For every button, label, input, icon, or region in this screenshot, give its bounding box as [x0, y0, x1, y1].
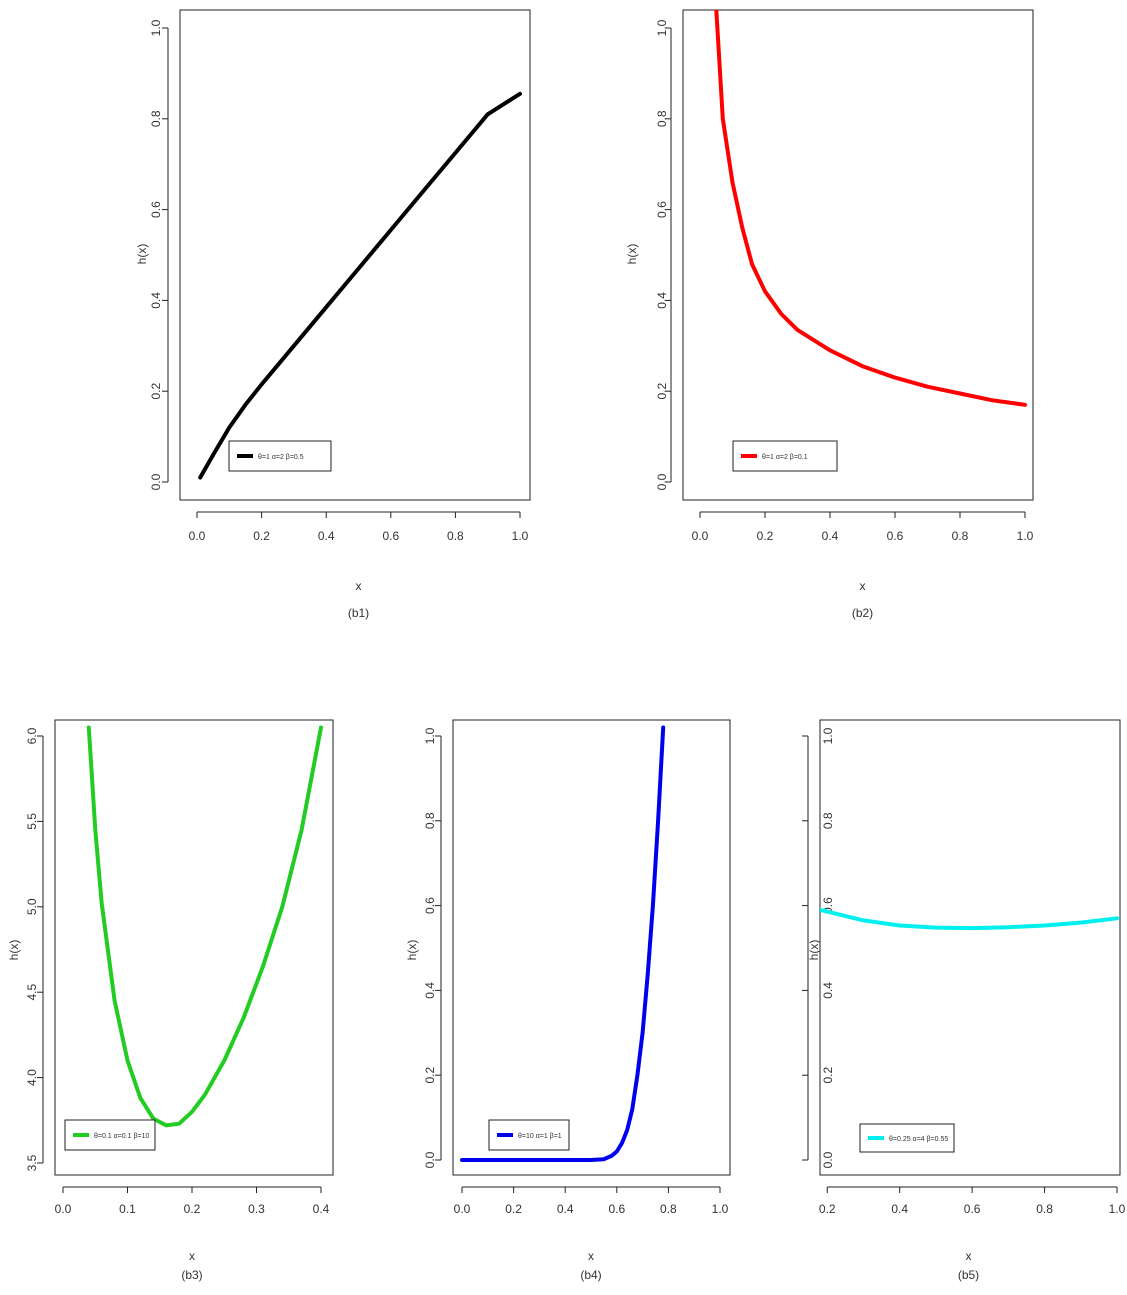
y-axis-title: h(x) [405, 940, 419, 961]
series-line [198, 91, 522, 480]
series-line [820, 907, 1119, 931]
y-axis-title: h(x) [625, 244, 639, 265]
x-tick-label: 0.0 [692, 529, 709, 543]
x-tick-label: 0.2 [184, 1202, 201, 1216]
x-tick-label: 0.2 [819, 1202, 836, 1216]
y-tick-label: 0.0 [821, 1151, 835, 1168]
plot-frame [819, 719, 1121, 1176]
y-tick-label: 0.0 [423, 1151, 437, 1168]
x-tick-label: 0.0 [454, 1202, 471, 1216]
y-tick-label: 1.0 [149, 19, 163, 36]
x-tick-label: 0.4 [557, 1202, 574, 1216]
x-tick-label: 1.0 [512, 529, 529, 543]
legend-label: θ=0.25 α=4 β=0.55 [889, 1136, 948, 1143]
y-tick-label: 0.4 [821, 982, 835, 999]
x-tick-label: 0.3 [248, 1202, 265, 1216]
x-tick-label: 0.2 [757, 529, 774, 543]
x-tick-label: 0.8 [952, 529, 969, 543]
series-line [460, 725, 666, 1162]
series-line [86, 725, 323, 1128]
chart-panel-b2: 0.0 0.2 0.4 0.6 0.8 1.0 0.0 0.2 0.4 0.6 0.8 1.0 x (b2… [625, 9, 1034, 620]
y-tick-label: 1.0 [821, 727, 835, 744]
y-tick-label: 5.0 [25, 898, 39, 915]
chart-panel-b5: 0.2 0.4 0.6 0.8 1.00.00.20.40.60.81.0x(b5)h(… [802, 719, 1126, 1282]
x-tick-label: 0.4 [318, 529, 335, 543]
y-tick-label: 0.8 [149, 110, 163, 127]
y-tick-label: 0.8 [821, 812, 835, 829]
legend-label: θ=1 α=2 β=0.5 [258, 454, 304, 461]
x-tick-label: 0.2 [253, 529, 270, 543]
y-tick-label: 0.6 [423, 897, 437, 914]
x-tick-label: 1.0 [1017, 529, 1034, 543]
chart-panel-b3: 0.0 0.1 0.2 0.3 0.4 3.5 4.0 4.5 5.0 5.5 6.0 x (b3) h(… [7, 719, 334, 1282]
legend-label: θ=0.1 α=0.1 β=10 [94, 1133, 149, 1140]
y-tick-label: 0.2 [149, 383, 163, 400]
x-axis-title: x [966, 1249, 972, 1263]
x-tick-label: 0.8 [447, 529, 464, 543]
legend-label: θ=1 α=2 β=0.1 [762, 454, 808, 461]
x-tick-label: 0.0 [55, 1202, 72, 1216]
y-tick-label: 6.0 [25, 727, 39, 744]
chart-panel-b1: 0.0 0.2 0.4 0.6 0.8 1.0 0.0 0.2 0.4 0.6 0.8 1.0 x (b1… [135, 9, 531, 620]
plot-frame [452, 719, 731, 1176]
plot-frame [179, 9, 531, 501]
x-axis-title: x [860, 579, 866, 593]
panel-caption: (b1) [348, 606, 369, 620]
y-tick-label: 0.2 [821, 1067, 835, 1084]
y-tick-label: 0.8 [423, 812, 437, 829]
x-axis-title: x [189, 1249, 195, 1263]
x-tick-label: 1.0 [712, 1202, 729, 1216]
y-axis-title: h(x) [7, 940, 21, 961]
y-tick-label: 0.4 [655, 292, 669, 309]
y-axis-title: h(x) [807, 940, 821, 961]
series-line [714, 10, 1027, 407]
chart-panel-b4: 0.0 0.2 0.4 0.6 0.8 1.0 0.0 0.2 0.4 0.6 0.8 1.0 x (b4… [405, 719, 731, 1282]
x-tick-label: 0.6 [608, 1202, 625, 1216]
x-tick-label: 0.8 [1036, 1202, 1053, 1216]
y-axis-title: h(x) [135, 244, 149, 265]
y-tick-label: 0.6 [149, 201, 163, 218]
y-tick-label: 0.4 [149, 292, 163, 309]
panel-caption: (b5) [958, 1268, 979, 1282]
x-tick-label: 0.0 [189, 529, 206, 543]
panel-caption: (b2) [852, 606, 873, 620]
y-tick-label: 1.0 [655, 19, 669, 36]
y-tick-label: 0.2 [423, 1067, 437, 1084]
x-tick-label: 0.2 [505, 1202, 522, 1216]
x-tick-label: 0.4 [822, 529, 839, 543]
panel-caption: (b4) [580, 1268, 601, 1282]
y-tick-label: 4.5 [25, 984, 39, 1001]
x-axis-title: x [588, 1249, 594, 1263]
y-tick-label: 1.0 [423, 727, 437, 744]
x-tick-label: 1.0 [1109, 1202, 1126, 1216]
y-tick-label: 4.0 [25, 1069, 39, 1086]
plot-frame [54, 719, 334, 1176]
x-axis-title: x [356, 579, 362, 593]
y-tick-label: 5.5 [25, 813, 39, 830]
x-tick-label: 0.8 [660, 1202, 677, 1216]
y-tick-label: 0.0 [149, 473, 163, 490]
y-tick-label: 0.8 [655, 110, 669, 127]
panel-caption: (b3) [181, 1268, 202, 1282]
y-tick-label: 3.5 [25, 1154, 39, 1171]
x-tick-label: 0.4 [313, 1202, 330, 1216]
x-tick-label: 0.6 [382, 529, 399, 543]
x-tick-label: 0.6 [964, 1202, 981, 1216]
x-tick-label: 0.1 [119, 1202, 136, 1216]
legend-label: θ=10 α=1 β=1 [518, 1133, 562, 1140]
plot-frame [682, 9, 1034, 501]
y-tick-label: 0.4 [423, 982, 437, 999]
y-tick-label: 0.0 [655, 473, 669, 490]
y-tick-label: 0.2 [655, 383, 669, 400]
x-tick-label: 0.4 [891, 1202, 908, 1216]
x-tick-label: 0.6 [887, 529, 904, 543]
y-tick-label: 0.6 [655, 201, 669, 218]
